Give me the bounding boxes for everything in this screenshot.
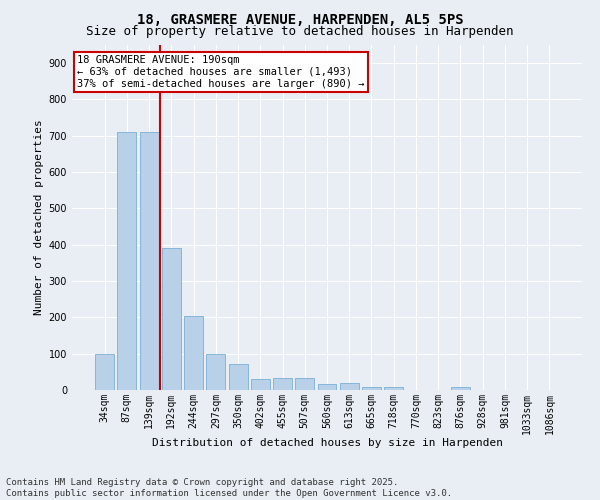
Bar <box>206 354 225 390</box>
Text: 18, GRASMERE AVENUE, HARPENDEN, AL5 5PS: 18, GRASMERE AVENUE, HARPENDEN, AL5 5PS <box>137 12 463 26</box>
Bar <box>162 248 181 390</box>
Bar <box>384 388 403 390</box>
Y-axis label: Number of detached properties: Number of detached properties <box>34 120 44 316</box>
Bar <box>317 384 337 390</box>
Bar <box>451 387 470 390</box>
Bar <box>140 132 158 390</box>
Bar <box>295 378 314 390</box>
Bar <box>340 382 359 390</box>
Bar <box>251 379 270 390</box>
Bar <box>362 387 381 390</box>
Bar <box>229 364 248 390</box>
Bar <box>118 132 136 390</box>
X-axis label: Distribution of detached houses by size in Harpenden: Distribution of detached houses by size … <box>151 438 503 448</box>
Bar <box>273 378 292 390</box>
Text: Contains HM Land Registry data © Crown copyright and database right 2025.
Contai: Contains HM Land Registry data © Crown c… <box>6 478 452 498</box>
Bar <box>184 316 203 390</box>
Text: 18 GRASMERE AVENUE: 190sqm
← 63% of detached houses are smaller (1,493)
37% of s: 18 GRASMERE AVENUE: 190sqm ← 63% of deta… <box>77 56 365 88</box>
Bar <box>95 354 114 390</box>
Text: Size of property relative to detached houses in Harpenden: Size of property relative to detached ho… <box>86 25 514 38</box>
